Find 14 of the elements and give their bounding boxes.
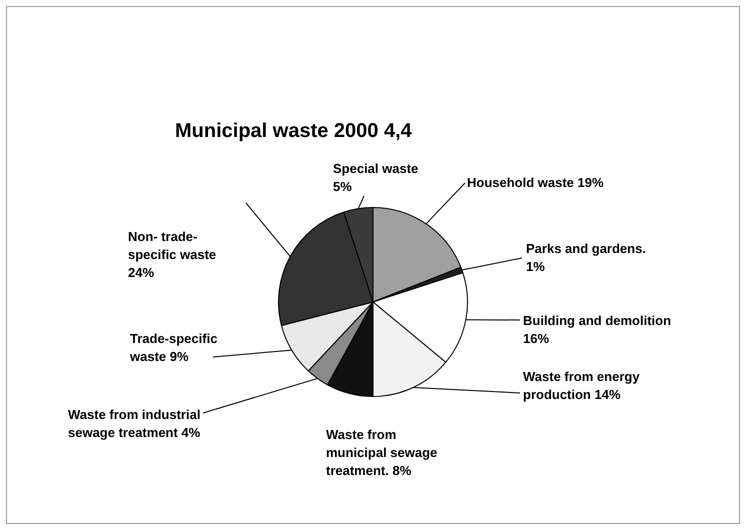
data-label: 5% [333, 179, 352, 194]
slice-label: Trade-specific waste 9% [130, 330, 218, 366]
slice-label: Parks and gardens. [526, 241, 646, 256]
slice-label: Waste from industrial sewage treatment 4% [68, 406, 202, 442]
slice-label: Non- trade-specific waste [128, 229, 216, 262]
slice-label: Waste from energy production 14% [523, 368, 641, 404]
slice-label: Building and demolition [523, 313, 672, 328]
slice-label: Household waste 19% [467, 174, 605, 192]
data-label: 1% [526, 259, 545, 274]
data-label: 24% [128, 265, 154, 280]
slice-label: Waste from municipal sewage treatment. 8% [326, 426, 438, 480]
slice-label: Special waste [333, 161, 418, 176]
data-label: 16% [523, 331, 550, 346]
chart-title: Municipal waste 2000 4,4 [175, 120, 412, 143]
